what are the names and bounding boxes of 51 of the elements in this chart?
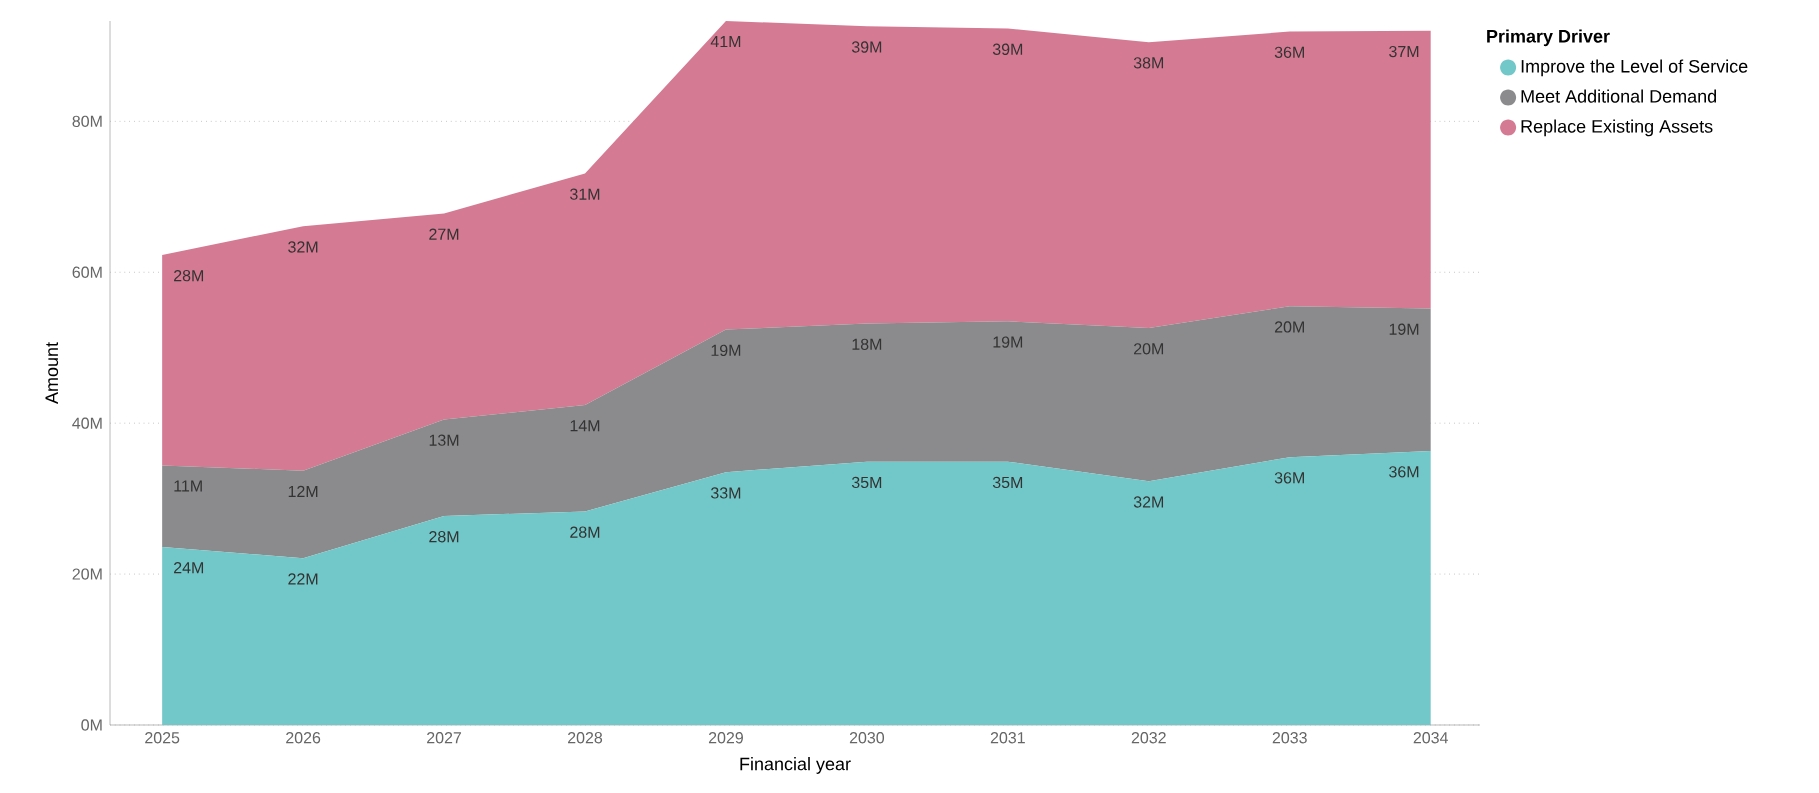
data-label: 18M bbox=[852, 338, 882, 350]
data-label: 20M bbox=[1274, 321, 1304, 333]
data-label: 12M bbox=[288, 485, 318, 497]
x-tick-label: 2027 bbox=[427, 732, 462, 744]
y-tick-label: 40M bbox=[72, 417, 102, 429]
x-axis-title: Financial year bbox=[740, 757, 851, 774]
x-tick-label: 2025 bbox=[145, 732, 180, 744]
data-label: 11M bbox=[174, 480, 202, 492]
data-label: 37M bbox=[1389, 45, 1419, 58]
data-label: 28M bbox=[429, 531, 459, 543]
legend-label: Replace Existing Assets bbox=[1521, 119, 1713, 137]
y-axis-title: Amount bbox=[45, 342, 59, 404]
y-tick-label: 0M bbox=[81, 719, 102, 731]
x-tick-label: 2028 bbox=[568, 732, 603, 744]
data-label: 19M bbox=[1389, 323, 1419, 335]
x-tick-label: 2032 bbox=[1131, 732, 1166, 744]
data-label: 33M bbox=[710, 487, 741, 499]
x-tick-label: 2026 bbox=[286, 732, 321, 744]
data-label: 36M bbox=[1274, 46, 1304, 58]
data-label: 38M bbox=[1133, 57, 1164, 69]
x-tick-label: 2030 bbox=[849, 732, 885, 744]
y-tick-label: 80M bbox=[72, 115, 102, 128]
data-label: 20M bbox=[1134, 343, 1164, 355]
data-label: 28M bbox=[570, 526, 600, 538]
data-label: 36M bbox=[1274, 472, 1304, 484]
data-label: 35M bbox=[992, 476, 1023, 489]
legend-label: Meet Additional Demand bbox=[1521, 89, 1716, 103]
data-label: 28M bbox=[174, 269, 204, 282]
data-label: 14M bbox=[570, 420, 600, 432]
x-tick-label: 2033 bbox=[1272, 732, 1307, 744]
y-tick-label: 60M bbox=[72, 266, 102, 278]
x-tick-label: 2029 bbox=[708, 732, 743, 744]
legend-label: Improve the Level of Service bbox=[1521, 59, 1748, 77]
data-label: 13M bbox=[429, 434, 459, 446]
data-label: 22M bbox=[288, 573, 318, 585]
x-tick-label: 2031 bbox=[990, 732, 1025, 744]
data-label: 19M bbox=[993, 336, 1023, 348]
data-label: 41M bbox=[710, 36, 741, 48]
data-label: 35M bbox=[851, 476, 882, 489]
data-label: 36M bbox=[1389, 466, 1419, 478]
data-label: 27M bbox=[429, 228, 459, 240]
x-tick-label: 2034 bbox=[1413, 732, 1449, 744]
data-label: 24M bbox=[174, 562, 204, 574]
data-label: 39M bbox=[992, 43, 1023, 55]
data-label: 39M bbox=[851, 41, 882, 53]
y-tick-label: 20M bbox=[72, 568, 102, 580]
data-label: 32M bbox=[288, 241, 318, 253]
data-label: 19M bbox=[711, 344, 741, 357]
legend-title: Primary Driver bbox=[1487, 29, 1610, 47]
data-label: 31M bbox=[570, 188, 600, 200]
data-label: 32M bbox=[1133, 496, 1164, 508]
